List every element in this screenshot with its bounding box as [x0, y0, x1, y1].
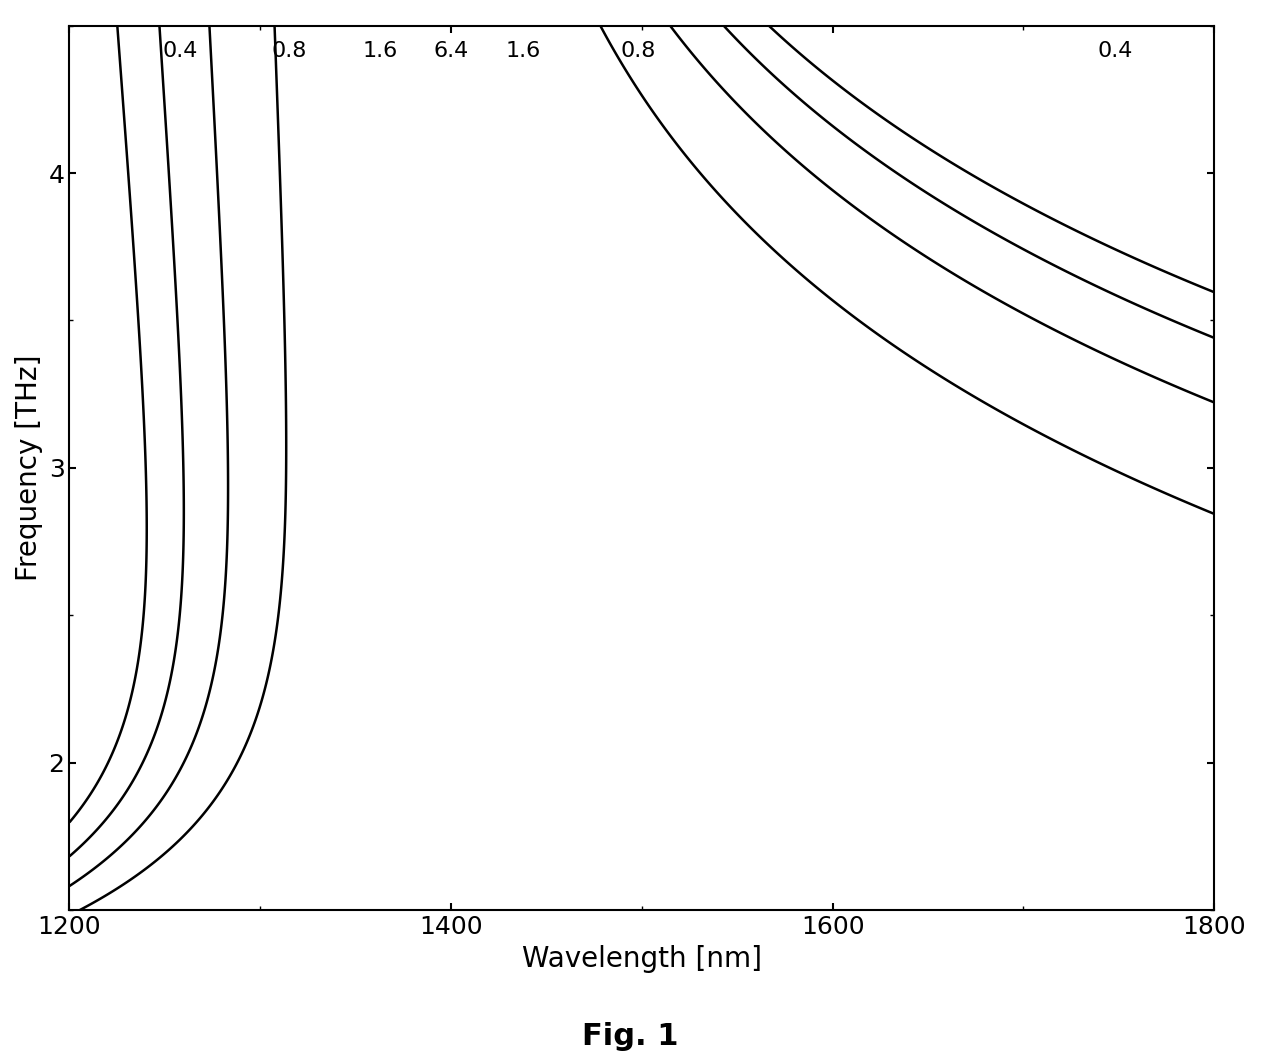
Text: 0.8: 0.8 [271, 41, 306, 61]
Text: 0.4: 0.4 [163, 41, 198, 61]
X-axis label: Wavelength [nm]: Wavelength [nm] [522, 945, 762, 973]
Text: 0.8: 0.8 [620, 41, 656, 61]
Text: Fig. 1: Fig. 1 [583, 1023, 678, 1051]
Text: 6.4: 6.4 [434, 41, 469, 61]
Text: 0.4: 0.4 [1097, 41, 1132, 61]
Y-axis label: Frequency [THz]: Frequency [THz] [15, 355, 43, 581]
Text: 1.6: 1.6 [363, 41, 398, 61]
Text: 1.6: 1.6 [506, 41, 541, 61]
